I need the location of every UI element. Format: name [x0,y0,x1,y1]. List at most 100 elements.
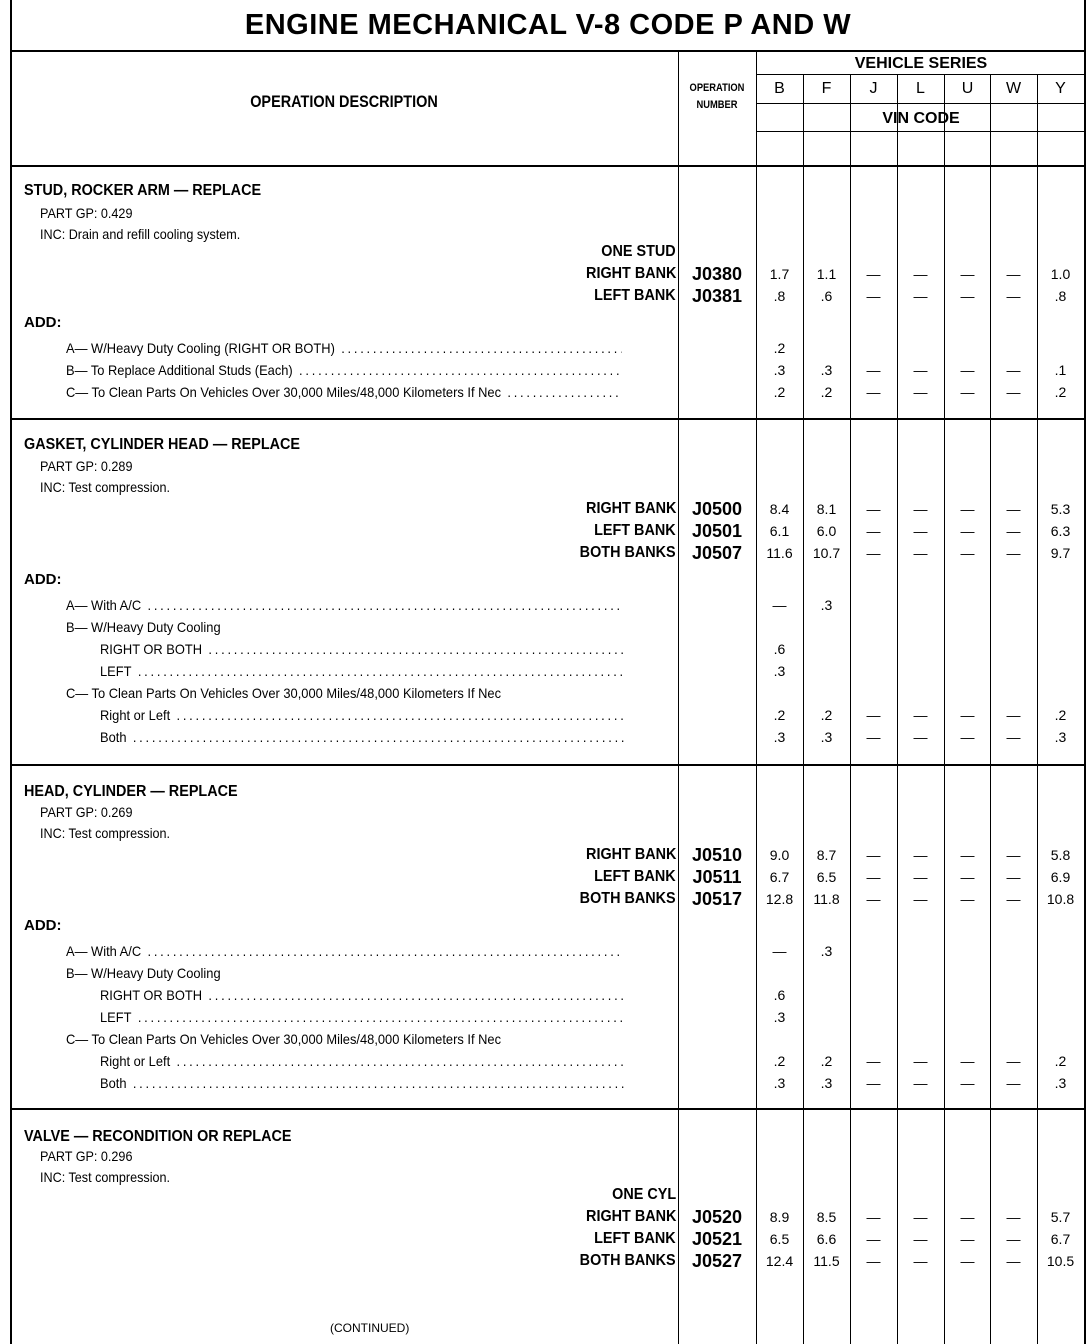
operation-number: J0507 [691,543,743,563]
add-item-text: A— With A/C [66,943,142,959]
time-value-u: — [960,729,975,745]
time-value-w: — [1006,501,1021,517]
time-value-j: — [866,891,881,907]
header-vin-code: VIN CODE [756,103,1086,132]
time-value-f: 11.8 [813,891,840,907]
operation-row: ONE CYL [10,1184,1086,1206]
add-item-text: C— To Clean Parts On Vehicles Over 30,00… [66,685,502,701]
add-item-row: Right or Left ..........................… [10,1050,1086,1072]
add-item-text: C— To Clean Parts On Vehicles Over 30,00… [66,384,502,400]
operation-label: LEFT BANK [594,1230,676,1247]
dot-leader: ........................................… [208,987,624,1003]
section-title: HEAD, CYLINDER — REPLACE [24,783,238,800]
included-note: INC: Drain and refill cooling system. [40,226,241,242]
part-group: PART GP: 0.289 [40,458,133,474]
time-value-u: — [960,288,975,304]
table-frame [10,52,1086,1344]
section-title: VALVE — RECONDITION OR REPLACE [24,1128,292,1145]
add-item-text: Right or Left [100,1053,171,1069]
section: GASKET, CYLINDER HEAD — REPLACE PART GP: … [10,418,1086,764]
time-value-y: .3 [1054,1075,1067,1091]
column-divider [678,52,679,1344]
header-operation-number-line2: NUMBER [696,99,738,111]
section-title: GASKET, CYLINDER HEAD — REPLACE [24,436,301,453]
time-value-y: 5.3 [1050,501,1071,517]
operation-number: J0521 [691,1229,743,1249]
add-label: ADD: [24,917,62,934]
time-value-w: — [1006,1053,1021,1069]
time-value-j: — [866,707,881,723]
add-item-text: B— W/Heavy Duty Cooling [66,619,221,635]
time-value-l: — [913,523,928,539]
operation-number: J0527 [691,1251,743,1271]
time-value-y: .2 [1054,707,1067,723]
series-w: W [1005,80,1022,97]
time-value-b: .2 [773,707,786,723]
time-value-u: — [960,384,975,400]
time-value-b: 6.1 [769,523,790,539]
time-value-u: — [960,362,975,378]
add-item: LEFT ...................................… [100,660,624,682]
operation-label: BOTH BANKS [579,544,676,561]
time-value-f: 8.5 [816,1209,837,1225]
dot-leader: ........................................… [176,1053,625,1069]
time-value-w: — [1006,847,1021,863]
time-value-y: .3 [1054,729,1067,745]
time-value-l: — [913,266,928,282]
operation-row: LEFT BANK J0511 6.7 6.5 — — — — 6.9 [10,866,1086,888]
dot-leader: ........................................… [176,707,625,723]
time-value-l: — [913,729,928,745]
add-item-row: C— To Clean Parts On Vehicles Over 30,00… [10,682,1086,704]
add-item-row: C— To Clean Parts On Vehicles Over 30,00… [10,381,1086,403]
add-item: A— W/Heavy Duty Cooling (RIGHT OR BOTH) … [66,337,622,359]
column-divider [990,75,991,1344]
column-divider [803,75,804,1344]
time-value-b: .3 [773,729,786,745]
dot-leader: ........................................… [137,1009,625,1025]
time-value-j: — [866,288,881,304]
series-j: J [869,80,878,97]
header-operation-number: OPERATION NUMBER [684,80,750,114]
time-value-l: — [913,545,928,561]
time-value-f: .3 [820,729,833,745]
operation-label: ONE CYL [611,1186,676,1203]
add-item-text: A— W/Heavy Duty Cooling (RIGHT OR BOTH) [66,340,335,356]
time-value-b: 9.0 [769,847,790,863]
time-value-l: — [913,891,928,907]
time-value-w: — [1006,1075,1021,1091]
time-value-j: — [866,545,881,561]
time-value-j: — [866,362,881,378]
time-value-f: 10.7 [812,545,841,561]
time-value-b: .8 [773,288,786,304]
header-vehicle-series: VEHICLE SERIES [756,52,1086,75]
time-value-b: 11.6 [766,545,793,561]
dot-leader: ........................................… [147,597,622,613]
add-item-row: B— W/Heavy Duty Cooling [10,616,1086,638]
time-value-j: — [866,501,881,517]
time-value-b: 12.8 [765,891,794,907]
operation-number: J0381 [691,286,743,306]
time-value-f: .2 [820,707,833,723]
time-value-b: 8.9 [769,1209,790,1225]
operation-number: J0517 [691,889,743,909]
time-value-w: — [1006,523,1021,539]
time-value-w: — [1006,1231,1021,1247]
add-item-row: A— W/Heavy Duty Cooling (RIGHT OR BOTH) … [10,337,1086,359]
dot-leader: ........................................… [299,362,622,378]
operation-number: J0380 [691,264,743,284]
time-value-y: .2 [1054,384,1067,400]
time-value-u: — [960,1231,975,1247]
time-value-y: .2 [1054,1053,1067,1069]
time-value-f: .2 [820,1053,833,1069]
time-value-f: 11.5 [813,1253,840,1269]
time-value-f: 8.1 [816,501,837,517]
time-value-b: .3 [773,663,786,679]
add-item-row: Both ...................................… [10,1072,1086,1094]
add-item: Both ...................................… [100,1072,624,1094]
add-item-row: LEFT ...................................… [10,1006,1086,1028]
time-value-b: .6 [773,641,786,657]
operation-number: J0511 [692,867,742,887]
time-value-b: — [772,943,787,959]
time-value-j: — [866,869,881,885]
